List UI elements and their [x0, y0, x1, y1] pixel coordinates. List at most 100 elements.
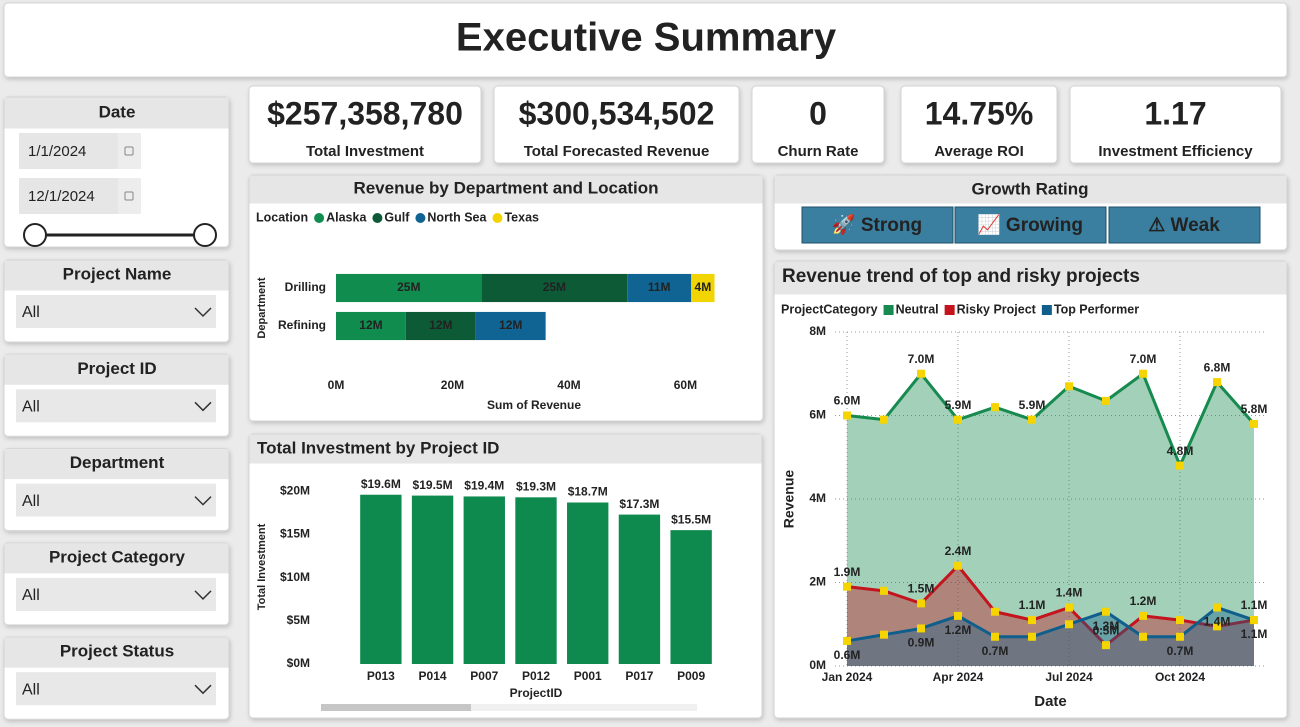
- marker: [1213, 603, 1221, 612]
- x-tick-label: P007: [470, 669, 498, 683]
- data-label: 1.2M: [1130, 594, 1157, 608]
- line: [846, 372, 1256, 468]
- rating-button[interactable]: [954, 206, 1107, 244]
- y-tick-label: $20M: [280, 483, 310, 497]
- y-tick-label: $15M: [280, 527, 310, 541]
- y-axis-title: Revenue: [781, 470, 797, 529]
- scrollbar-thumb[interactable]: [321, 704, 471, 711]
- data-label: 1.5M: [908, 582, 935, 596]
- panel-header: [249, 175, 763, 204]
- page-title: Executive Summary: [456, 16, 837, 60]
- data-label: 7.0M: [1130, 352, 1157, 366]
- dropdown-value: All: [22, 304, 40, 321]
- bar: [360, 494, 402, 664]
- kpi-value: $300,534,502: [519, 95, 715, 131]
- data-label: 1.3M: [1093, 619, 1120, 633]
- x-tick-label: P013: [367, 669, 395, 683]
- bar-segment: [481, 273, 628, 303]
- date-input[interactable]: [19, 133, 118, 169]
- data-label: $19.3M: [516, 479, 556, 493]
- data-label: 1.1M: [1241, 598, 1268, 612]
- dropdown[interactable]: [16, 295, 216, 328]
- filter-label: Project Status: [60, 642, 174, 661]
- data-label: 1.1M: [1241, 627, 1268, 641]
- marker: [1102, 396, 1110, 405]
- x-tick-label: 60M: [674, 378, 697, 392]
- kpi-label: Churn Rate: [778, 143, 859, 160]
- dropdown-value: All: [22, 493, 40, 510]
- marker: [917, 369, 925, 378]
- panel-header: [4, 543, 229, 574]
- marker: [880, 630, 888, 639]
- marker: [843, 636, 851, 645]
- marker: [843, 582, 851, 591]
- data-label: $19.5M: [413, 478, 453, 492]
- x-axis-title: ProjectID: [510, 686, 563, 700]
- y-tick-label: $0M: [287, 656, 310, 670]
- line: [846, 606, 1255, 643]
- date-slider-handle[interactable]: [23, 223, 47, 247]
- data-label: 0.5M: [1093, 623, 1120, 637]
- dropdown-chevron: [194, 684, 212, 695]
- kpi-card: [751, 85, 885, 164]
- dropdown-chevron: [194, 496, 212, 506]
- rating-button[interactable]: [1108, 206, 1261, 244]
- data-label: $18.7M: [568, 485, 608, 499]
- date-slider-handle[interactable]: [193, 223, 217, 247]
- kpi-label: Total Forecasted Revenue: [524, 143, 710, 160]
- dropdown[interactable]: [16, 483, 216, 517]
- calendar-button[interactable]: [118, 178, 141, 214]
- date-input[interactable]: [19, 178, 118, 214]
- x-tick-label: Jul 2024: [1045, 670, 1093, 684]
- y-tick-label: $5M: [287, 613, 310, 627]
- kpi-value: 0: [809, 95, 827, 131]
- y-tick-label: Refining: [278, 318, 326, 332]
- dropdown-value: All: [22, 681, 40, 698]
- legend-swatch: [1041, 305, 1052, 315]
- legend-label: Gulf: [384, 210, 410, 224]
- y-axis-title: Department: [256, 277, 268, 338]
- marker: [1250, 419, 1258, 428]
- area: [847, 607, 1254, 666]
- kpi-card: [1069, 85, 1282, 164]
- data-label: 1.9M: [834, 565, 861, 579]
- rating-button[interactable]: [801, 206, 954, 244]
- y-tick-label: Drilling: [285, 280, 326, 294]
- bar-segment: [475, 311, 546, 341]
- area: [847, 373, 1254, 666]
- marker: [1065, 603, 1073, 612]
- x-tick-label: 40M: [557, 378, 580, 392]
- data-label: 1.2M: [945, 623, 972, 637]
- x-tick-label: Apr 2024: [933, 670, 984, 684]
- dropdown[interactable]: [16, 577, 216, 611]
- dropdown[interactable]: [16, 389, 216, 423]
- calendar-button[interactable]: [118, 133, 141, 169]
- legend-title: ProjectCategory: [781, 302, 878, 316]
- chart-title: Total Investment by Project ID: [257, 438, 499, 457]
- marker: [1139, 611, 1147, 620]
- data-label: 1.1M: [1019, 598, 1046, 612]
- marker: [954, 415, 962, 424]
- data-label: 4.8M: [1167, 444, 1194, 458]
- marker: [1028, 632, 1036, 641]
- data-label: $17.3M: [619, 497, 659, 511]
- bar-segment: [405, 311, 476, 341]
- y-tick-label: 0M: [809, 658, 826, 672]
- data-label: 0.9M: [908, 636, 935, 650]
- dropdown[interactable]: [16, 672, 216, 706]
- x-axis-title: Sum of Revenue: [487, 398, 581, 412]
- x-tick-label: Jan 2024: [822, 670, 873, 684]
- marker: [1213, 378, 1221, 387]
- data-label: 25M: [397, 280, 420, 294]
- data-label: 1.4M: [1056, 586, 1083, 600]
- marker: [991, 632, 999, 641]
- x-tick-label: P014: [419, 669, 447, 683]
- data-label: 5.8M: [1241, 402, 1268, 416]
- marker: [991, 607, 999, 616]
- kpi-value: $257,358,780: [267, 95, 463, 131]
- area: [847, 565, 1254, 666]
- marker: [880, 415, 888, 424]
- marker: [917, 624, 925, 633]
